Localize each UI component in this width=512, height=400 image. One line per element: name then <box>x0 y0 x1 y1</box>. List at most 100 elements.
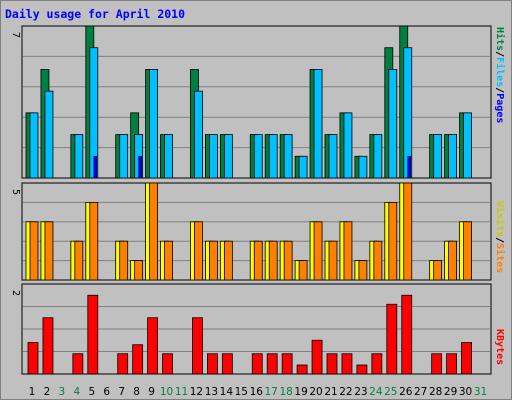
day-label: 18 <box>279 386 292 398</box>
bar-kbytes <box>296 364 308 375</box>
bar-kbytes <box>72 353 84 375</box>
day-label: 6 <box>103 386 110 398</box>
legend-sites: Sites <box>494 243 506 273</box>
bar-sites <box>283 240 293 281</box>
day-label: 12 <box>190 386 203 398</box>
bar-kbytes <box>461 342 472 375</box>
bar-pages <box>93 156 98 179</box>
day-label: 26 <box>399 386 413 398</box>
bar-files <box>328 134 338 179</box>
bar-sites <box>403 182 413 281</box>
bar-kbytes <box>147 317 159 375</box>
bar-kbytes <box>251 353 263 375</box>
bar-sites <box>44 221 54 281</box>
bar-kbytes <box>371 353 383 375</box>
bar-files <box>358 155 368 179</box>
bar-sites <box>463 221 472 281</box>
bar-kbytes <box>221 353 233 375</box>
bar-files <box>223 134 233 179</box>
bar-sites <box>223 240 233 281</box>
day-label: 10 <box>160 386 173 398</box>
day-label: 11 <box>175 386 188 398</box>
bar-kbytes <box>401 294 413 375</box>
bar-sites <box>388 201 398 281</box>
day-label: 5 <box>88 386 95 398</box>
bar-kbytes <box>356 364 368 375</box>
legend-sep: / <box>494 237 505 243</box>
bar-pages <box>407 156 411 179</box>
legend-bottom: KBytes <box>494 329 505 365</box>
day-label: 15 <box>235 386 248 398</box>
day-label: 27 <box>414 386 427 398</box>
bar-sites <box>358 260 368 281</box>
bar-sites <box>328 240 338 281</box>
bar-kbytes <box>266 353 278 375</box>
bar-kbytes <box>87 294 99 375</box>
chart-title: Daily usage for April 2010 <box>5 7 186 21</box>
bar-sites <box>134 260 144 281</box>
day-label: 29 <box>444 386 457 398</box>
day-label: 30 <box>459 386 472 398</box>
bar-sites <box>29 221 39 281</box>
bar-files <box>433 134 443 179</box>
day-label: 19 <box>294 386 307 398</box>
day-label: 24 <box>369 386 383 398</box>
bar-kbytes <box>311 339 323 375</box>
day-label: 7 <box>118 386 125 398</box>
bar-sites <box>448 240 458 281</box>
bar-sites <box>268 240 278 281</box>
day-label: 23 <box>354 386 367 398</box>
day-label: 16 <box>250 386 264 398</box>
day-label: 28 <box>429 386 442 398</box>
bar-sites <box>373 240 383 281</box>
bar-kbytes <box>446 353 458 375</box>
day-label: 2 <box>44 386 51 398</box>
bar-sites <box>194 221 203 281</box>
bar-kbytes <box>431 353 443 375</box>
day-label: 21 <box>324 386 337 398</box>
bar-sites <box>253 240 263 281</box>
bar-pages <box>138 156 142 179</box>
bar-sites <box>313 221 323 281</box>
bar-kbytes <box>326 353 338 375</box>
bar-kbytes <box>162 353 173 375</box>
bar-sites <box>343 221 353 281</box>
bar-kbytes <box>341 353 353 375</box>
bar-files <box>74 134 84 179</box>
day-label: 3 <box>59 386 66 398</box>
bar-files <box>119 134 129 179</box>
y-max-label-2: 5 <box>10 189 21 195</box>
y-max-label-3: 2 <box>10 290 21 296</box>
day-label: 1 <box>29 386 36 398</box>
bar-files <box>253 134 263 179</box>
bar-files <box>29 112 39 179</box>
legend-middle: Visits/Sites <box>494 201 506 273</box>
bar-files <box>44 90 54 179</box>
bar-files <box>463 112 472 179</box>
bar-files <box>283 134 293 179</box>
bar-sites <box>433 260 443 281</box>
legend-visits: Visits <box>494 201 506 237</box>
bar-sites <box>89 201 99 281</box>
bar-sites <box>149 182 159 281</box>
bar-sites <box>119 240 129 281</box>
bar-files <box>388 69 398 179</box>
bar-kbytes <box>117 353 129 375</box>
bar-sites <box>164 240 173 281</box>
bar-sites <box>74 240 84 281</box>
bar-files <box>194 90 203 179</box>
legend-pages: Pages <box>494 93 505 123</box>
day-label: 4 <box>74 386 81 398</box>
bar-sites <box>298 260 308 281</box>
day-label: 13 <box>205 386 218 398</box>
bar-sites <box>208 240 218 281</box>
bar-kbytes <box>27 342 39 375</box>
day-label: 31 <box>474 386 487 398</box>
day-label: 22 <box>339 386 352 398</box>
day-label: 25 <box>384 386 397 398</box>
bar-kbytes <box>132 344 144 375</box>
bar-files <box>298 155 308 179</box>
bar-files <box>149 69 159 179</box>
